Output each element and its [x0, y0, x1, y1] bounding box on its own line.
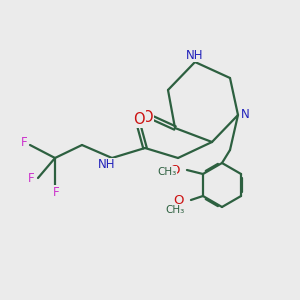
- Text: O: O: [141, 110, 153, 124]
- Text: O: O: [133, 112, 145, 127]
- Text: NH: NH: [98, 158, 116, 172]
- Text: CH₃: CH₃: [157, 167, 177, 177]
- Text: F: F: [21, 136, 27, 149]
- Text: N: N: [241, 109, 249, 122]
- Text: F: F: [28, 172, 34, 185]
- Text: F: F: [53, 185, 59, 199]
- Text: NH: NH: [186, 49, 204, 62]
- Text: O: O: [173, 194, 184, 208]
- Text: CH₃: CH₃: [165, 205, 184, 215]
- Text: O: O: [169, 164, 180, 176]
